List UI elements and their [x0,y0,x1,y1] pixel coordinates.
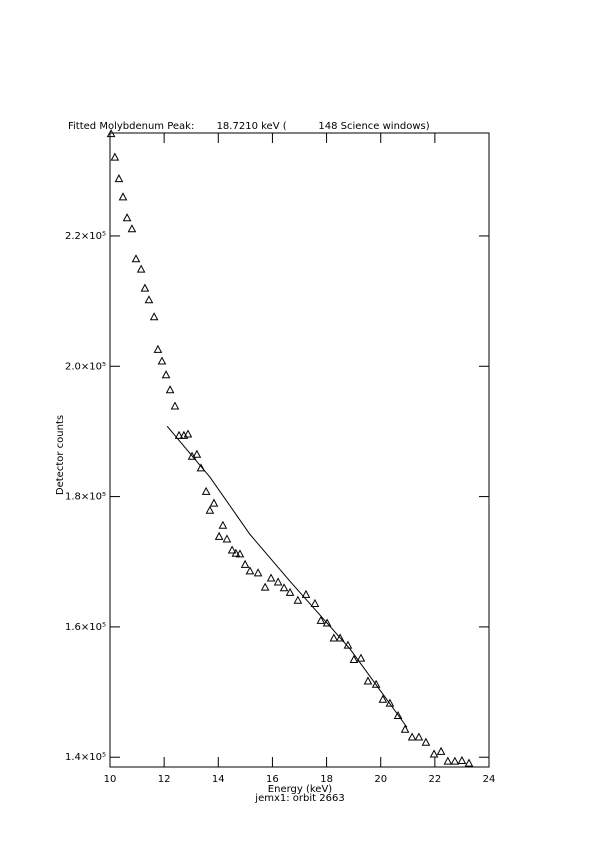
x-tick-label: 12 [158,774,171,785]
data-point [356,653,366,662]
data-point [110,152,120,161]
data-point [140,283,150,292]
x-tick-label: 18 [320,774,333,785]
data-point [153,344,163,353]
data-point [266,573,276,582]
data-point [165,385,175,394]
data-point [429,749,439,758]
data-point [371,679,381,688]
x-tick-label: 14 [212,774,225,785]
data-point [464,758,474,767]
data-point [400,724,410,733]
data-point [227,545,237,554]
data-point [118,192,128,201]
y-tick-label: 1.8×10⁵ [65,492,106,503]
data-point [293,595,303,604]
data-point [450,756,460,765]
data-point [322,618,332,627]
data-point [279,583,289,592]
subtitle: jemx1: orbit 2663 [254,793,344,804]
data-point [131,254,141,263]
data-point [144,295,154,304]
x-axis-label: Energy (keV) [268,784,333,795]
data-point [349,654,359,663]
chart-title: Fitted Molybdenum Peak: 18.7210 keV ( 14… [68,121,430,132]
data-point [240,559,250,568]
y-tick-label: 2.0×10⁵ [65,361,106,372]
data-point [421,737,431,746]
data-point [222,534,232,543]
data-point [192,449,202,458]
data-point [273,577,283,586]
data-point [201,486,211,495]
data-point [174,430,184,439]
data-point [127,224,137,233]
y-axis-label: Detector counts [55,415,66,495]
data-point [114,174,124,183]
data-point [385,698,395,707]
data-point [457,755,467,764]
plot-frame [109,132,490,768]
data-point [310,598,320,607]
data-point [301,589,311,598]
data-point [205,505,215,514]
data-point [329,633,339,642]
data-point [209,498,219,507]
data-point [407,732,417,741]
data-point [157,356,167,365]
data-point [253,568,263,577]
x-tick-label: 20 [374,774,387,785]
y-tick-label: 2.2×10⁵ [65,231,106,242]
data-point [378,694,388,703]
data-point [106,129,116,138]
data-point [393,710,403,720]
data-point [218,520,228,529]
data-point [245,566,255,575]
data-point [285,587,295,596]
x-tick-label: 24 [483,774,496,785]
data-point [231,548,241,557]
y-tick-label: 1.6×10⁵ [65,622,106,633]
y-tick-label: 1.4×10⁵ [65,752,106,763]
data-point [170,401,180,410]
x-tick-label: 22 [428,774,441,785]
fit-line [166,425,408,728]
data-point [196,463,206,472]
data-point [149,312,159,321]
data-point [260,582,270,591]
x-tick-label: 16 [266,774,279,785]
data-point [443,756,453,765]
data-point [335,633,345,642]
data-point [363,676,373,685]
data-point [161,370,171,379]
data-point [316,615,326,624]
x-tick-label: 10 [104,774,117,785]
data-point [414,732,424,741]
data-point [436,746,446,755]
data-point [183,429,193,438]
data-point [214,531,224,540]
data-point [235,549,245,558]
data-point [122,213,132,222]
data-point [136,264,146,273]
